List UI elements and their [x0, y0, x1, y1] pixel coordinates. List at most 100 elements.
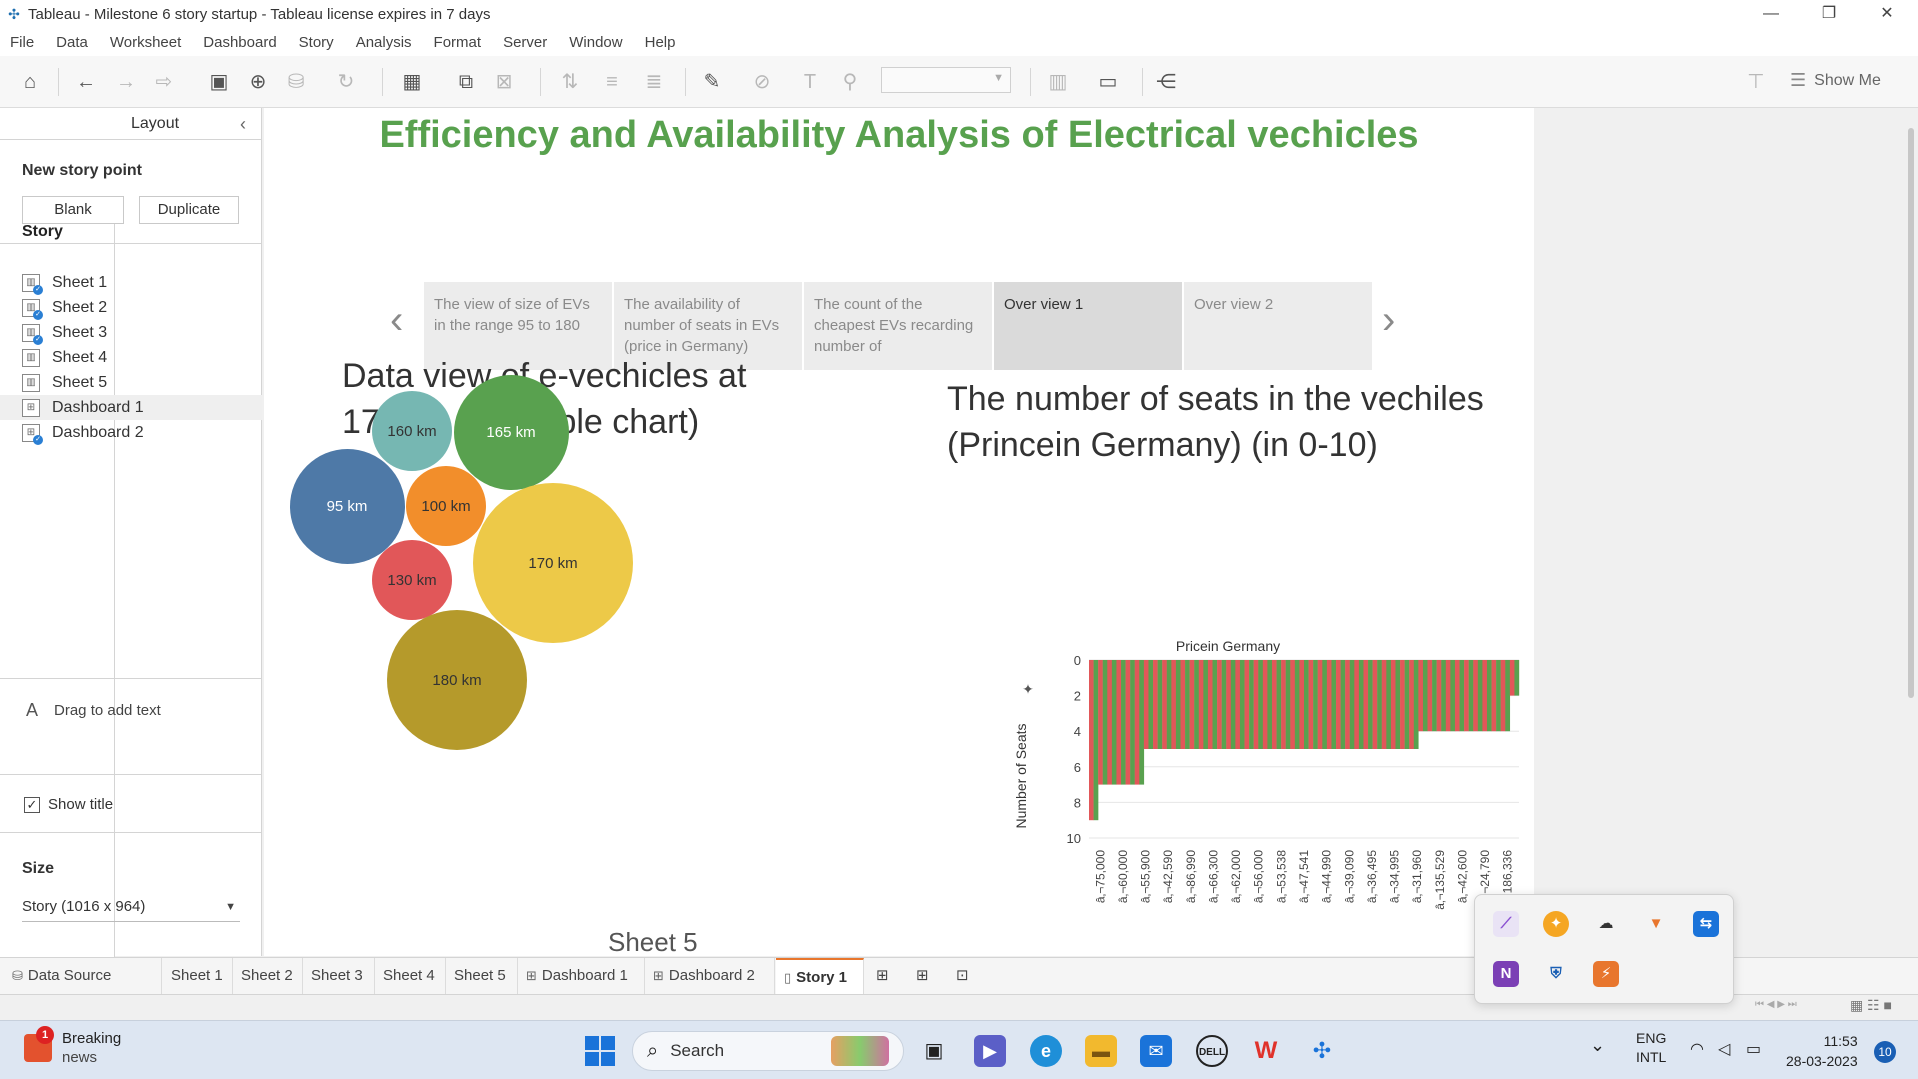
group-icon[interactable]: ⊘: [753, 71, 771, 93]
wifi-icon[interactable]: ◠: [1690, 1041, 1704, 1058]
story-point-4[interactable]: Over view 1: [994, 282, 1182, 370]
tab-layout[interactable]: Layout: [131, 115, 180, 132]
blank-button[interactable]: Blank: [22, 196, 124, 224]
refresh-icon[interactable]: ↻: [337, 71, 355, 93]
sort-ascending-icon[interactable]: ≡: [606, 71, 618, 93]
story-point-1[interactable]: The view of size of EVs in the range 95 …: [424, 282, 612, 370]
duplicate-button[interactable]: Duplicate: [139, 196, 239, 224]
tab-story-1[interactable]: ▯ Story 1: [776, 958, 864, 994]
taskbar-search[interactable]: ⌕ Search: [632, 1031, 904, 1071]
show-title-checkbox[interactable]: ✓ Show title: [24, 796, 113, 813]
clock[interactable]: 11:53 28-03-2023: [1786, 1033, 1858, 1069]
remote-app-icon[interactable]: ⇆: [1693, 911, 1719, 937]
bubble-130-km[interactable]: 130 km: [372, 540, 452, 620]
edge-icon[interactable]: e: [1030, 1035, 1062, 1067]
replay-icon[interactable]: ⇨: [155, 71, 173, 93]
share-icon[interactable]: ⋲: [1156, 71, 1176, 93]
menu-format[interactable]: Format: [433, 33, 482, 51]
menu-file[interactable]: File: [10, 33, 35, 51]
story-point-3[interactable]: The count of the cheapest EVs recarding …: [804, 282, 992, 370]
fit-dropdown[interactable]: ▼: [881, 67, 1011, 93]
tableau-taskbar-icon[interactable]: ✣: [1312, 1038, 1332, 1063]
home-icon[interactable]: ⌂: [23, 71, 37, 93]
sheet-item-sheet-4[interactable]: ▥ Sheet 4: [22, 345, 260, 370]
next-story-point-icon[interactable]: ›: [1382, 298, 1396, 342]
bubble-160-km[interactable]: 160 km: [372, 391, 452, 471]
restore-button[interactable]: ❐: [1821, 5, 1837, 22]
tab-dashboard-1[interactable]: ⊞ Dashboard 1: [518, 958, 645, 994]
wps-office-icon[interactable]: W: [1254, 1037, 1278, 1064]
bubble-165-km[interactable]: 165 km: [453, 374, 569, 490]
story-point-5[interactable]: Over view 2: [1184, 282, 1372, 370]
notification-badge[interactable]: 10: [1874, 1041, 1896, 1063]
vlc-icon[interactable]: ▼: [1648, 915, 1664, 932]
mail-icon[interactable]: ✉: [1140, 1035, 1172, 1067]
teams-icon[interactable]: ▶: [974, 1035, 1006, 1067]
task-view-icon[interactable]: ▣: [924, 1040, 944, 1062]
new-worksheet-icon[interactable]: ▦: [402, 71, 422, 93]
new-data-source-icon[interactable]: ⊕: [249, 71, 267, 93]
battery-icon[interactable]: ▭: [1746, 1041, 1762, 1058]
collapse-panel-icon[interactable]: ‹: [240, 114, 246, 134]
tab-sheet-2[interactable]: Sheet 2: [233, 958, 303, 994]
pin-icon[interactable]: ⚲: [842, 71, 858, 93]
undo-icon[interactable]: ←: [76, 71, 96, 93]
tab-sheet-4[interactable]: Sheet 4: [375, 958, 446, 994]
minimize-button[interactable]: —: [1763, 5, 1779, 22]
presentation-mode-icon[interactable]: ▭: [1098, 71, 1118, 93]
sheet-item-sheet-5[interactable]: ▥ Sheet 5: [22, 370, 260, 395]
onedrive-offline-icon[interactable]: ☁: [1598, 915, 1614, 932]
menu-help[interactable]: Help: [644, 33, 676, 51]
sort-descending-icon[interactable]: ≣: [645, 71, 663, 93]
tray-overflow-chevron-icon[interactable]: ⌄: [1590, 1035, 1606, 1055]
bubble-95-km[interactable]: 95 km: [289, 448, 405, 564]
label-icon[interactable]: T: [803, 71, 817, 93]
tab-dashboard-2[interactable]: ⊞ Dashboard 2: [645, 958, 775, 994]
tab-story[interactable]: Story: [0, 216, 115, 1064]
sheet-item-dashboard-1[interactable]: ⊞ Dashboard 1: [0, 395, 262, 420]
language-indicator[interactable]: ENG INTL: [1636, 1030, 1667, 1065]
updater-icon[interactable]: ⚡: [1593, 961, 1619, 987]
clear-sheet-icon[interactable]: ⊠: [495, 71, 513, 93]
sheet-item-sheet-2[interactable]: ▥ ✓ Sheet 2: [22, 295, 260, 320]
new-story-tab-icon[interactable]: ⊡: [956, 967, 969, 984]
security-shield-icon[interactable]: ⛨: [1550, 965, 1562, 982]
bubble-170-km[interactable]: 170 km: [473, 483, 633, 643]
sync-app-icon[interactable]: ✦: [1543, 911, 1569, 937]
sheet-item-sheet-3[interactable]: ▥ ✓ Sheet 3: [22, 320, 260, 345]
size-dropdown[interactable]: Story (1016 x 964) ▼: [22, 894, 240, 922]
tab-data-source[interactable]: ⛁ Data Source: [4, 958, 162, 994]
windows-start-icon[interactable]: [585, 1036, 615, 1066]
menu-story[interactable]: Story: [298, 33, 334, 51]
redo-icon[interactable]: →: [116, 71, 136, 93]
highlight-icon[interactable]: ✎: [703, 71, 721, 93]
menu-worksheet[interactable]: Worksheet: [109, 33, 182, 51]
duplicate-sheet-icon[interactable]: ⧉: [458, 71, 474, 93]
drag-to-add-text[interactable]: A Drag to add text: [26, 700, 161, 721]
file-explorer-icon[interactable]: ▬: [1085, 1035, 1117, 1067]
tab-sheet-5[interactable]: Sheet 5: [446, 958, 518, 994]
menu-analysis[interactable]: Analysis: [355, 33, 412, 51]
show-me-button[interactable]: ☰ Show Me: [1790, 70, 1881, 91]
tab-sheet-1[interactable]: Sheet 1: [163, 958, 233, 994]
format-painter-icon[interactable]: ⊤: [1747, 71, 1765, 93]
vertical-scrollbar[interactable]: [1908, 128, 1914, 698]
volume-icon[interactable]: ◁: [1718, 1041, 1731, 1058]
onenote-icon[interactable]: N: [1493, 961, 1519, 987]
bubble-100-km[interactable]: 100 km: [406, 466, 486, 546]
pause-updates-icon[interactable]: ⛁: [287, 71, 305, 93]
tab-sheet-3[interactable]: Sheet 3: [303, 958, 375, 994]
sheet-item-dashboard-2[interactable]: ⊞ ✓ Dashboard 2: [22, 420, 260, 445]
previous-story-point-icon[interactable]: ‹: [390, 298, 404, 342]
menu-data[interactable]: Data: [56, 33, 88, 51]
menu-dashboard[interactable]: Dashboard: [203, 33, 277, 51]
tab-scroll-first-icon[interactable]: ⏮ ◀ ▶ ⏭: [1755, 999, 1797, 1010]
pen-app-icon[interactable]: ⟋: [1493, 911, 1519, 937]
close-button[interactable]: ✕: [1880, 5, 1894, 22]
dell-icon[interactable]: DELL: [1196, 1035, 1228, 1067]
story-point-2[interactable]: The availability of number of seats in E…: [614, 282, 802, 370]
menu-server[interactable]: Server: [503, 33, 548, 51]
menu-window[interactable]: Window: [569, 33, 623, 51]
sheet-view-icons[interactable]: ▦ ☷ ■: [1850, 997, 1893, 1013]
save-icon[interactable]: ▣: [209, 71, 229, 93]
